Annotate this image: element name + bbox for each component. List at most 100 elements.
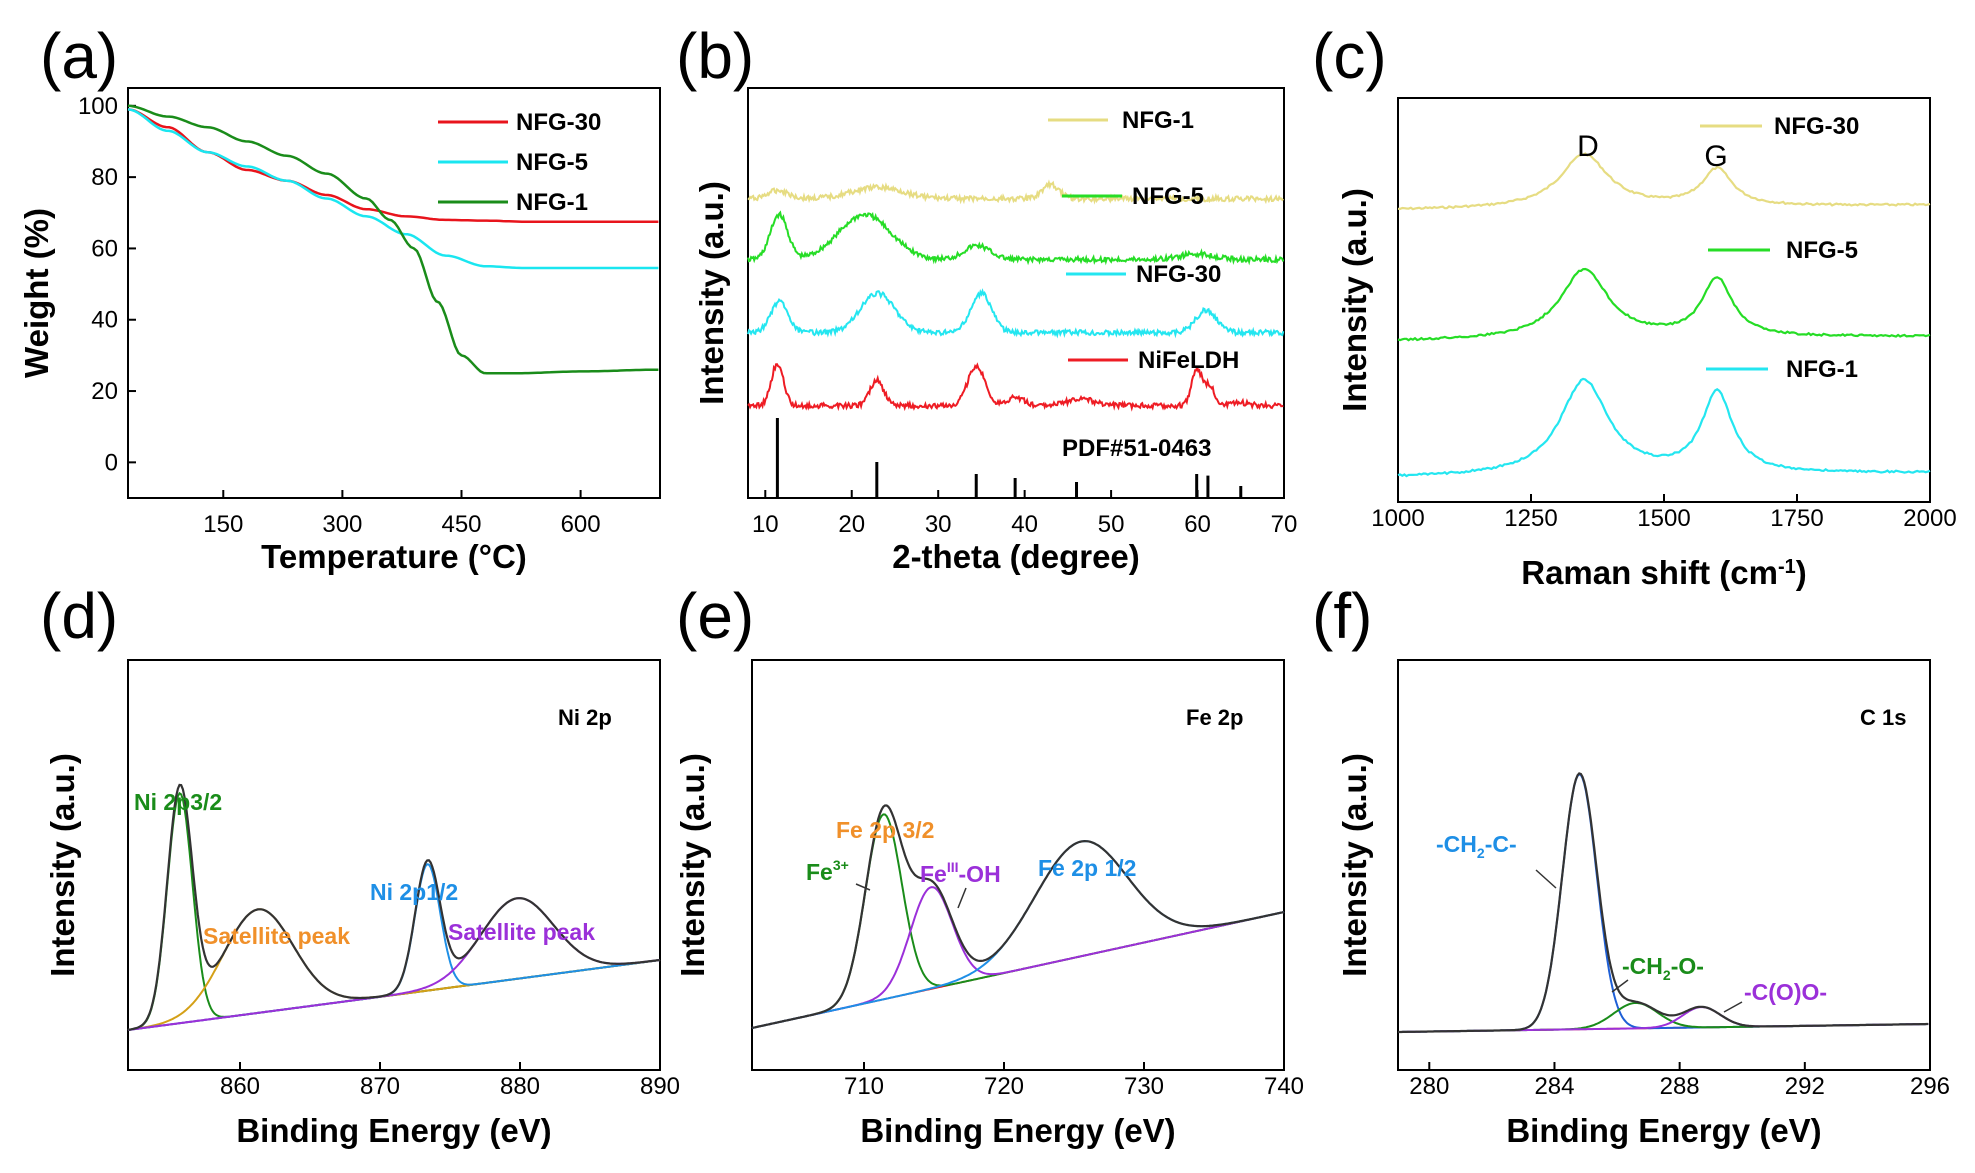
panel-a-legend: NFG-30 NFG-5 NFG-1 — [438, 109, 601, 216]
legend-label-b-nfg-5: NFG-5 — [1132, 183, 1204, 210]
xps-envelope — [751, 804, 1285, 1030]
legend-label-c-nfg-1: NFG-1 — [1786, 356, 1858, 383]
panel-c-xlabel: Raman shift (cm-1) — [1521, 554, 1807, 591]
anno-satellite-peak-1: Satellite peak — [203, 923, 350, 949]
xrd-series-nifeldh — [747, 362, 1284, 412]
x5-xtick-label: 292 — [1785, 1073, 1825, 1100]
arrow-ch2-c — [1535, 869, 1557, 889]
anno-satellite-peak-2: Satellite peak — [448, 919, 595, 945]
x4-xtick-label: 710 — [844, 1073, 884, 1100]
xps-envelope — [1398, 772, 1929, 1034]
panel-f-title: C 1s — [1860, 705, 1906, 730]
reference-pattern-label: PDF#51-0463 — [1062, 435, 1211, 462]
b-xtick-label: 30 — [925, 511, 952, 538]
panel-f-label: (f) — [1312, 580, 1372, 652]
anno-fe-2p-3-2: Fe 2p 3/2 — [836, 817, 934, 843]
panel-f-xlabel: Binding Energy (eV) — [1506, 1112, 1821, 1149]
panel-d-xlabel: Binding Energy (eV) — [236, 1112, 551, 1149]
legend-label-b-nfg-1: NFG-1 — [1122, 107, 1194, 134]
raman-g-band-label: G — [1704, 140, 1727, 173]
anno-fe-iii-oh: FeIII-OH — [920, 859, 1001, 887]
panel-f-frame — [1397, 659, 1931, 1071]
b-xtick-label: 50 — [1098, 511, 1125, 538]
xrd-series-nfg-5 — [747, 210, 1285, 266]
panel-a-xlabel: Temperature (°C) — [261, 538, 527, 575]
a-ytick-label: 60 — [91, 235, 118, 262]
panel-a-ylabel: Weight (%) — [18, 208, 55, 378]
b-xtick-label: 10 — [752, 511, 779, 538]
a-ytick-label: 80 — [91, 164, 118, 191]
panel-c-legend: NFG-30 NFG-5 NFG-1 — [1700, 113, 1859, 383]
anno-fe-3plus: Fe3+ — [806, 857, 849, 885]
x3-xtick-label: 860 — [220, 1073, 260, 1100]
b-xtick-label: 70 — [1271, 511, 1298, 538]
panel-b-ylabel: Intensity (a.u.) — [693, 181, 730, 405]
x5-xtick-label: 280 — [1409, 1073, 1449, 1100]
panel-e-xlabel: Binding Energy (eV) — [860, 1112, 1175, 1149]
panel-e-ylabel: Intensity (a.u.) — [674, 753, 711, 977]
anno-ni-2p1-2: Ni 2p1/2 — [370, 879, 458, 905]
raman-series-nfg-1 — [1397, 377, 1931, 478]
panel-b: (b) 10 20 30 40 50 60 70 NFG-1 NFG-5 NFG-30 Ni… — [676, 20, 1297, 575]
a-ytick-label: 20 — [91, 378, 118, 405]
arrow-c-o-o — [1723, 1001, 1743, 1013]
c-xtick-label: 1000 — [1371, 505, 1424, 532]
x3-xtick-label: 880 — [500, 1073, 540, 1100]
raman-series-nfg-5 — [1397, 267, 1931, 342]
legend-label-c-nfg-5: NFG-5 — [1786, 237, 1858, 264]
a-xtick-label: 600 — [561, 511, 601, 538]
panel-d-frame — [127, 659, 661, 1071]
c-xtick-label: 1250 — [1504, 505, 1557, 532]
legend-label-nfg-30: NFG-30 — [516, 109, 601, 136]
raman-d-band-label: D — [1577, 130, 1599, 163]
c-xtick-label: 1750 — [1770, 505, 1823, 532]
series-nfg-5 — [127, 108, 659, 270]
a-xtick-label: 300 — [322, 511, 362, 538]
xrd-series-nfg-1 — [747, 179, 1284, 205]
anno-ch2-o: -CH2-O- — [1622, 953, 1704, 983]
xps-component-fe3- — [751, 813, 1285, 1029]
b-xtick-label: 20 — [838, 511, 865, 538]
legend-label-c-nfg-30: NFG-30 — [1774, 113, 1859, 140]
legend-label-b-nifeldh: NiFeLDH — [1138, 347, 1239, 374]
arrow-ch2-o — [1611, 979, 1629, 993]
panel-a-frame — [127, 87, 661, 499]
a-xtick-label: 150 — [203, 511, 243, 538]
b-xtick-label: 60 — [1184, 511, 1211, 538]
b-xtick-label: 40 — [1011, 511, 1038, 538]
x4-xtick-label: 720 — [984, 1073, 1024, 1100]
anno-fe-2p-1-2: Fe 2p 1/2 — [1038, 855, 1136, 881]
a-ytick-label: 100 — [78, 93, 118, 120]
panel-d-title: Ni 2p — [558, 705, 612, 730]
xps-component--ch2-c- — [1398, 773, 1929, 1033]
x5-xtick-label: 296 — [1910, 1073, 1950, 1100]
panel-e-title: Fe 2p — [1186, 705, 1243, 730]
a-ytick-label: 40 — [91, 307, 118, 334]
c-xtick-label: 2000 — [1903, 505, 1956, 532]
c-xtick-label: 1500 — [1637, 505, 1690, 532]
panel-a: (a) 150 300 450 600 0 20 40 60 80 100 NFG-30 NFG-… — [18, 20, 661, 575]
panel-a-label: (a) — [40, 20, 118, 92]
legend-label-nfg-5: NFG-5 — [516, 149, 588, 176]
x5-xtick-label: 288 — [1660, 1073, 1700, 1100]
panel-c: (c) 1000 1250 1500 1750 2000 D G NFG-30 NFG-… — [1312, 20, 1957, 591]
anno-c-o-o: -C(O)O- — [1744, 979, 1827, 1005]
panel-f-ylabel: Intensity (a.u.) — [1336, 753, 1373, 977]
a-ytick-label: 0 — [105, 449, 118, 476]
x3-xtick-label: 890 — [640, 1073, 680, 1100]
panel-d-label: (d) — [40, 580, 118, 652]
x3-xtick-label: 870 — [360, 1073, 400, 1100]
panel-b-legend: NFG-1 NFG-5 NFG-30 NiFeLDH — [1048, 107, 1239, 374]
legend-label-b-nfg-30: NFG-30 — [1136, 261, 1221, 288]
panel-d-ylabel: Intensity (a.u.) — [44, 753, 81, 977]
panel-b-xlabel: 2-theta (degree) — [892, 538, 1140, 575]
arrow-fe-3plus — [855, 883, 871, 891]
raman-series-nfg-30 — [1397, 152, 1931, 211]
anno-ch2-c: -CH2-C- — [1436, 831, 1517, 861]
panel-e-label: (e) — [676, 580, 754, 652]
x4-xtick-label: 730 — [1124, 1073, 1164, 1100]
arrow-fe-iii-oh — [957, 887, 967, 909]
series-nfg-1 — [127, 104, 659, 375]
anno-ni-2p3-2: Ni 2p3/2 — [134, 789, 222, 815]
